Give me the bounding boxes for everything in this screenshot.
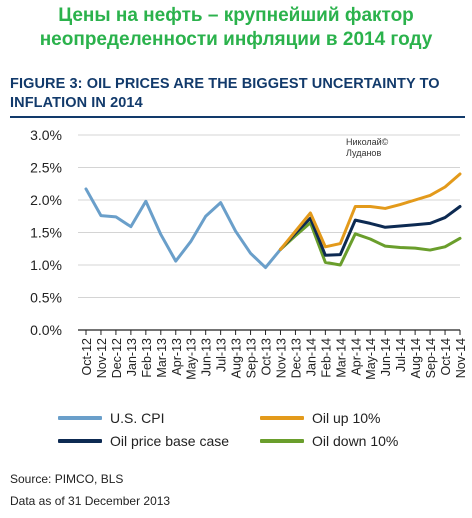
legend-label: Oil down 10% xyxy=(312,433,399,449)
title-divider xyxy=(10,116,465,118)
x-tick-label: Jan-14 xyxy=(304,338,318,376)
series-line-up xyxy=(278,172,462,251)
banner-title: Цены на нефть – крупнейший фактор неопре… xyxy=(0,4,472,52)
x-tick-label: Nov-14 xyxy=(454,338,468,378)
legend-swatch xyxy=(58,439,102,443)
legend-swatch xyxy=(58,416,102,420)
legend-label: Oil price base case xyxy=(110,433,230,449)
legend-item-cpi: U.S. CPI xyxy=(58,410,164,426)
grid-lines xyxy=(78,134,460,331)
y-tick-label: 2.5% xyxy=(30,160,62,176)
y-axis-ticks: 0.0% 0.5% 1.0% 1.5% 2.0% 2.5% 3.0% xyxy=(30,127,62,338)
y-tick-label: 3.0% xyxy=(30,127,62,143)
x-tick-label: Oct-13 xyxy=(260,338,274,376)
x-tick-label: Dec-13 xyxy=(289,338,303,378)
figure-title-line-2: INFLATION IN 2014 xyxy=(10,95,143,111)
x-tick-label: Sep-14 xyxy=(424,338,438,378)
series-line-cpi xyxy=(84,187,282,270)
legend-swatch xyxy=(260,439,304,443)
y-tick-label: 0.0% xyxy=(30,322,62,338)
x-tick-label: Feb-13 xyxy=(140,338,154,378)
legend-item-up: Oil up 10% xyxy=(260,410,380,426)
legend-swatch xyxy=(260,416,304,420)
legend-label: Oil up 10% xyxy=(312,410,381,426)
author-watermark: Николай© Луданов xyxy=(346,137,388,159)
x-tick-label: Jul-13 xyxy=(215,338,229,372)
series-line-down xyxy=(278,221,462,267)
legend-label: U.S. CPI xyxy=(110,410,165,426)
x-tick-label: Oct-14 xyxy=(439,338,453,376)
x-tick-label: Aug-13 xyxy=(230,338,244,378)
x-tick-label: Nov-13 xyxy=(274,338,288,378)
x-tick-label: May-13 xyxy=(185,338,199,380)
figure-title: FIGURE 3: OIL PRICES ARE THE BIGGEST UNC… xyxy=(10,75,465,113)
y-tick-label: 1.0% xyxy=(30,257,62,273)
x-tick-label: May-14 xyxy=(364,338,378,380)
x-tick-label: Jun-14 xyxy=(379,338,393,376)
legend-item-base: Oil price base case xyxy=(58,433,229,449)
x-tick-label: Dec-12 xyxy=(110,338,124,378)
watermark-line-2: Луданов xyxy=(346,148,382,158)
y-tick-label: 1.5% xyxy=(30,225,62,241)
x-tick-label: Mar-14 xyxy=(334,338,348,378)
source-line-1: Source: PIMCO, BLS xyxy=(10,472,124,486)
watermark-line-1: Николай© xyxy=(346,137,389,147)
banner-line-2: неопределенности инфляции в 2014 году xyxy=(39,29,433,50)
banner-line-1: Цены на нефть – крупнейший фактор xyxy=(58,5,414,26)
x-tick-label: Aug-14 xyxy=(409,338,423,378)
x-tick-label: Jun-13 xyxy=(200,338,214,376)
figure-title-line-1: FIGURE 3: OIL PRICES ARE THE BIGGEST UNC… xyxy=(10,76,440,92)
line-chart: 0.0%0.5%1.0%1.5%2.0%2.5%3.0% Oct-12 Nov-1… xyxy=(30,127,468,380)
x-tick-label: Oct-12 xyxy=(80,338,94,376)
x-tick-label: Jan-13 xyxy=(125,338,139,376)
x-tick-label: Apr-13 xyxy=(170,338,184,376)
y-tick-label: 0.5% xyxy=(30,290,62,306)
y-tick-label: 2.0% xyxy=(30,192,62,208)
series-line-base xyxy=(278,205,462,257)
x-tick-label: Apr-14 xyxy=(349,338,363,376)
x-tick-label: Feb-14 xyxy=(319,338,333,378)
x-tick-label: Jul-14 xyxy=(394,338,408,372)
source-note: Source: PIMCO, BLS Data as of 31 Decembe… xyxy=(10,468,170,512)
x-tick-label: Mar-13 xyxy=(155,338,169,378)
legend-item-down: Oil down 10% xyxy=(260,433,398,449)
x-tick-label: Sep-13 xyxy=(245,338,259,378)
x-tick-label: Nov-12 xyxy=(95,338,109,378)
x-axis-ticks: Oct-12 Nov-12 Dec-12 Jan-13 Feb-13 Mar-13 Apr-… xyxy=(80,330,468,380)
series-lines xyxy=(84,172,462,270)
source-line-2: Data as of 31 December 2013 xyxy=(10,494,171,508)
